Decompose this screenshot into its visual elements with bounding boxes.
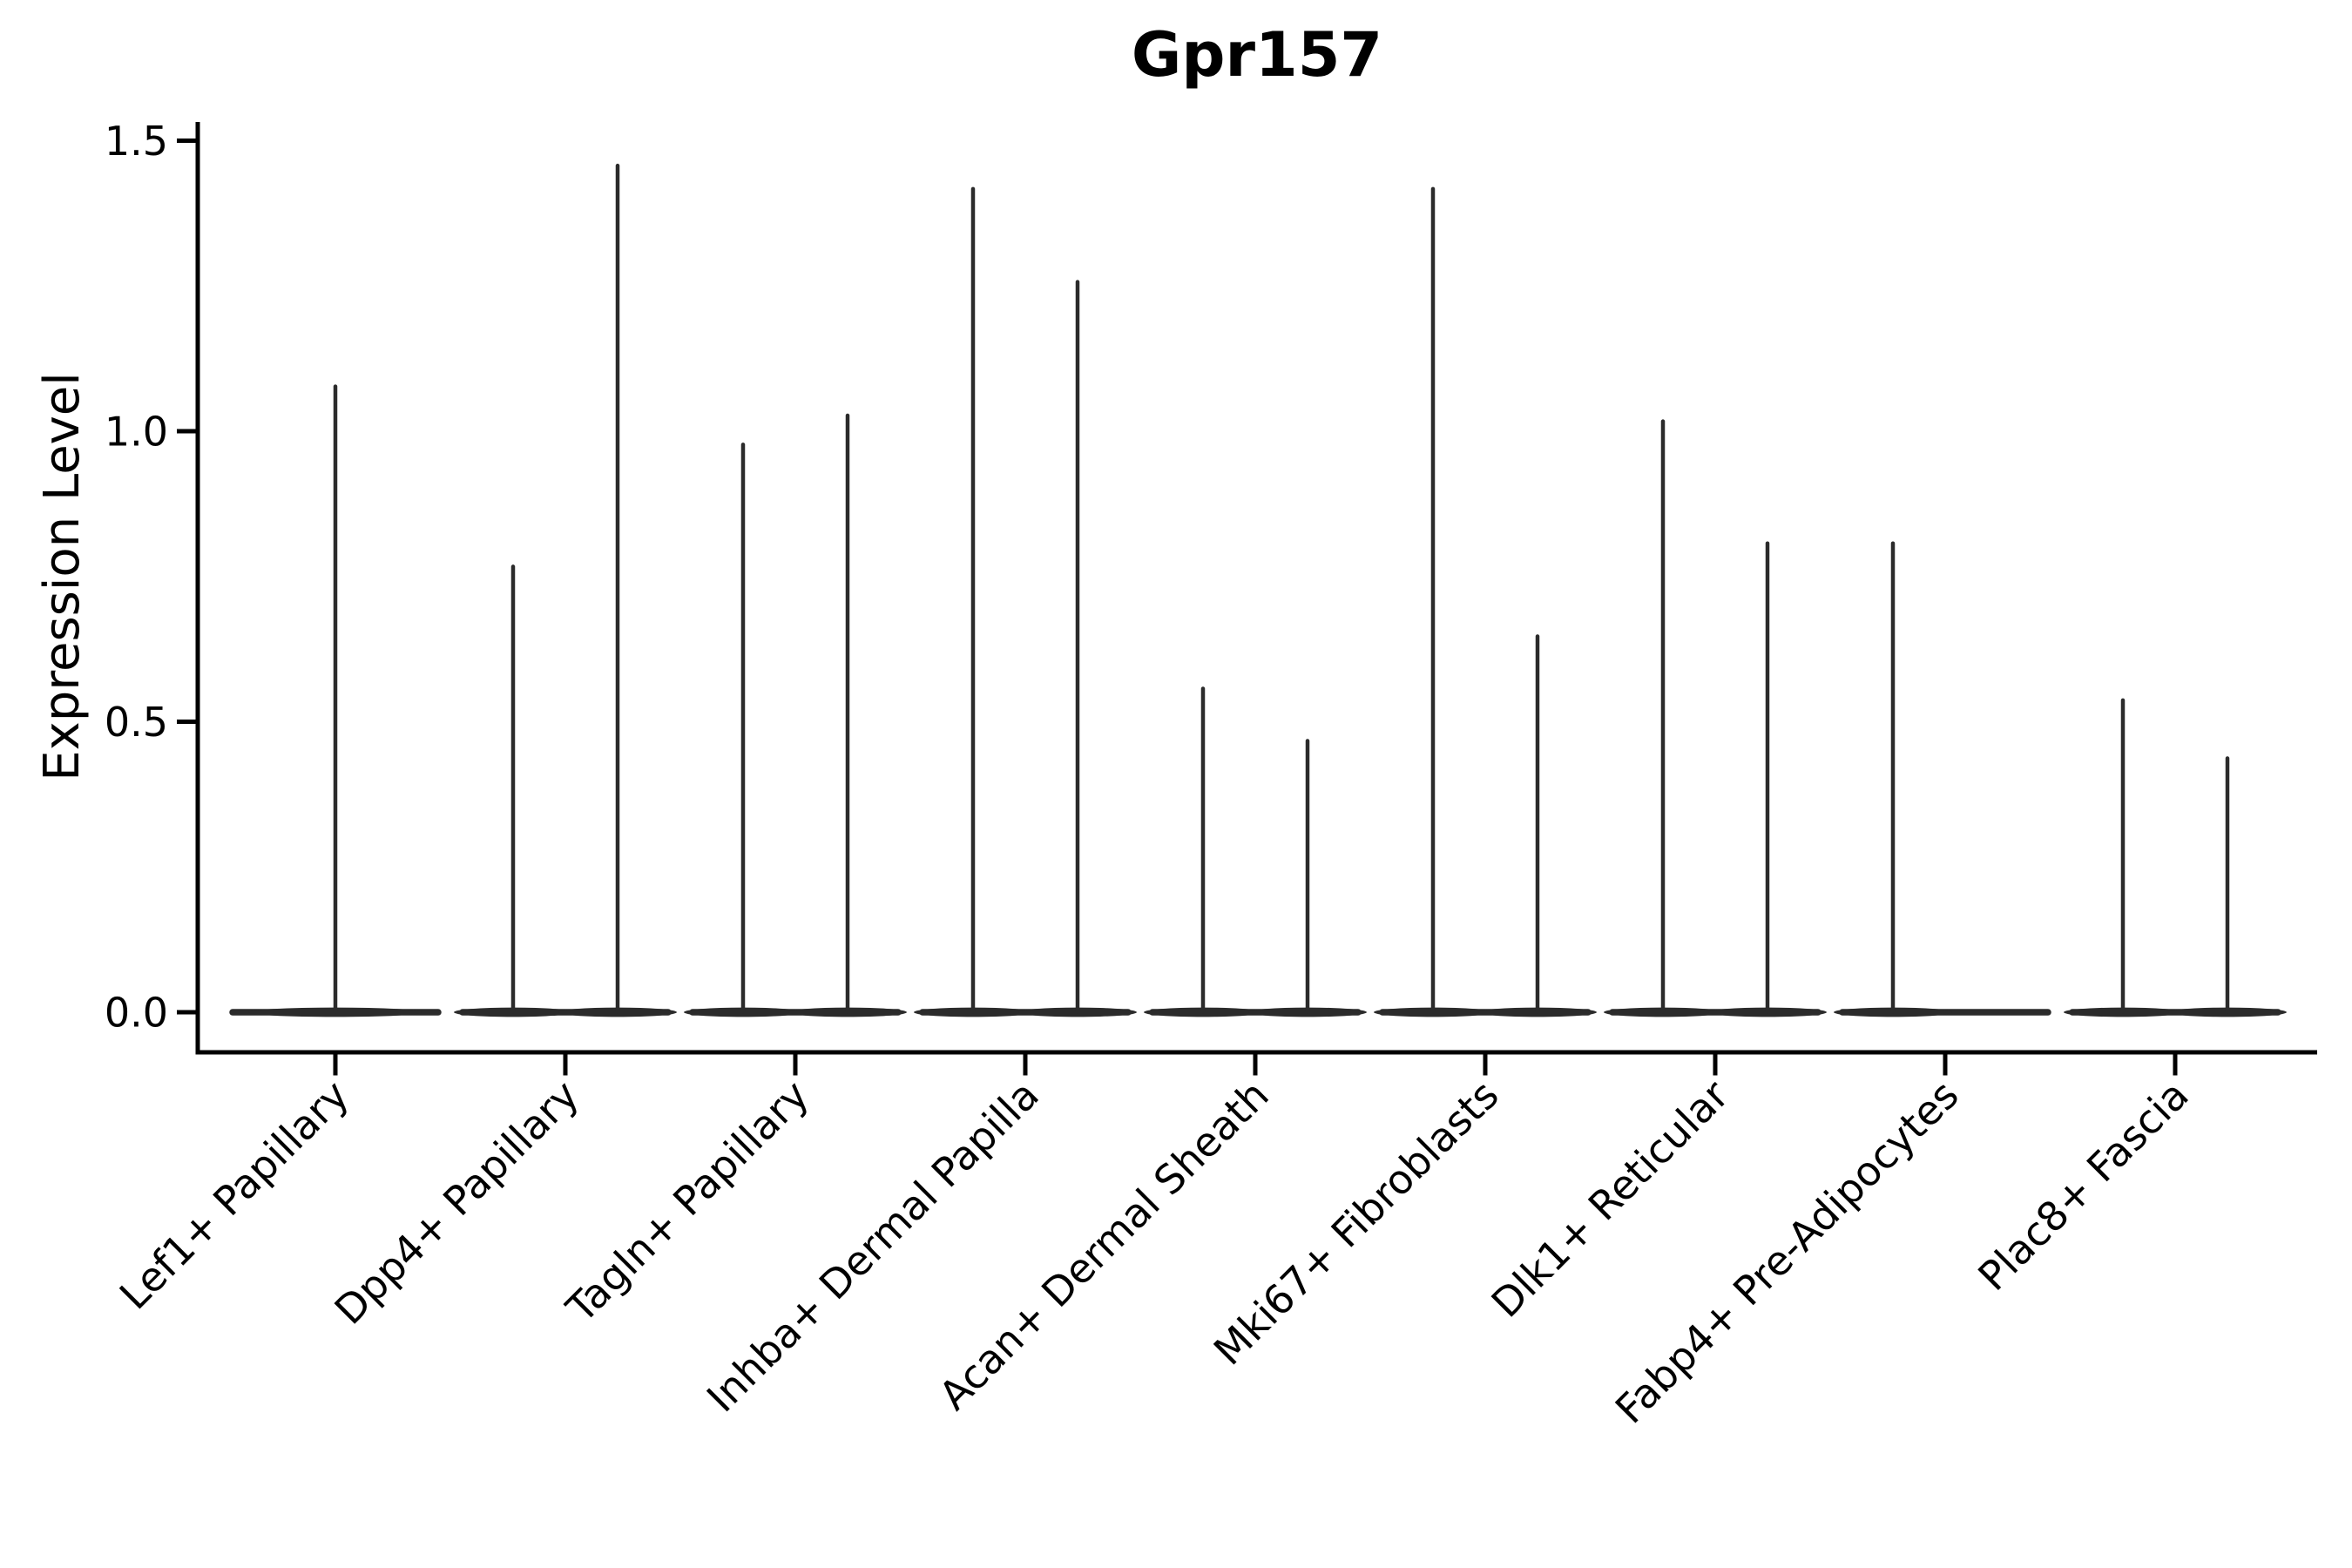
x-tick-label: Lef1+ Papillary <box>111 1071 358 1319</box>
y-tick-label: 0.0 <box>105 989 168 1036</box>
x-tick-label: Tagln+ Papillary <box>557 1071 818 1333</box>
y-tick-label: 0.5 <box>105 699 168 746</box>
x-tick-label: Dlk1+ Reticular <box>1483 1071 1738 1327</box>
y-tick-label: 1.0 <box>105 408 168 455</box>
chart-title: Gpr157 <box>1131 19 1383 91</box>
x-tick-label: Plac8+ Fascia <box>1969 1071 2197 1300</box>
y-tick-label: 1.5 <box>105 118 168 165</box>
x-tick-label: Dpp4+ Papillary <box>326 1071 588 1334</box>
